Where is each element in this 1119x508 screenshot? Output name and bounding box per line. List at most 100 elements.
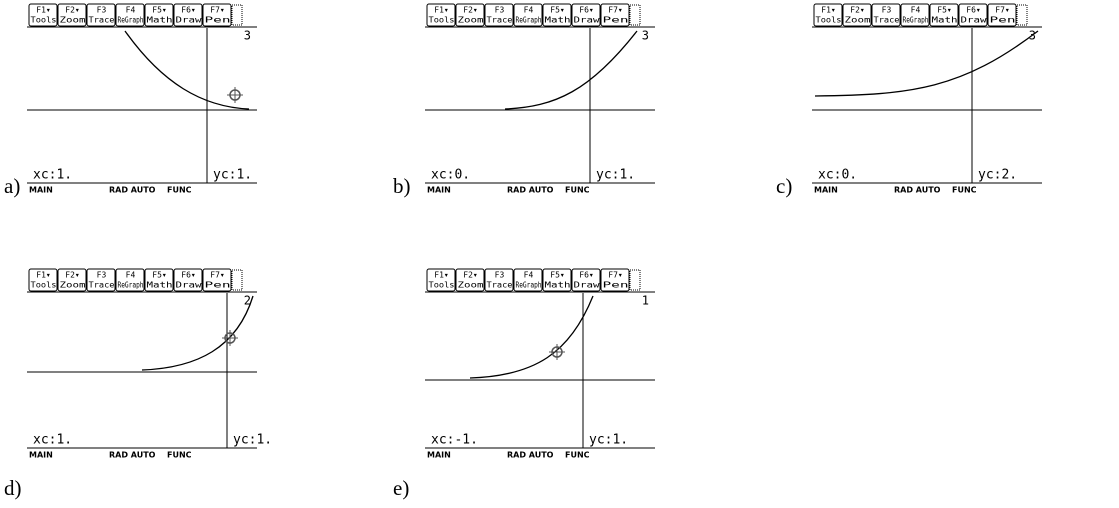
toolbar-label: Tools — [429, 281, 455, 290]
toolbar-label: Tools — [429, 16, 455, 25]
xc-readout: xc:1. — [33, 433, 72, 448]
status-text: FUNC — [167, 186, 192, 195]
toolbar-label: Zoom — [845, 16, 871, 25]
toolbar-label: ReGraph — [516, 16, 542, 25]
yc-readout: yc:1. — [213, 168, 252, 183]
toolbar-key: F1▾ — [36, 271, 50, 280]
toolbar-key: F6▾ — [181, 6, 195, 15]
toolbar-label: Tools — [31, 16, 57, 25]
toolbar-key: F5▾ — [152, 271, 166, 280]
status-text: FUNC — [565, 451, 590, 460]
panel-label: e) — [393, 476, 409, 500]
toolbar-key: F4 — [524, 271, 534, 280]
status-text: MAIN — [29, 186, 53, 195]
toolbar-key: F7▾ — [210, 271, 224, 280]
panel-label: b) — [393, 174, 411, 198]
toolbar-label: Math — [147, 281, 173, 290]
toolbar-label: Zoom — [458, 281, 484, 290]
status-text: RAD AUTO — [109, 186, 156, 195]
toolbar-key: F6▾ — [579, 271, 593, 280]
graph-number: 3 — [642, 29, 649, 43]
panel-label: a) — [4, 174, 20, 198]
yc-readout: yc:1. — [596, 168, 635, 183]
toolbar-key: F3 — [495, 271, 505, 280]
status-text: FUNC — [565, 186, 590, 195]
toolbar-label: Math — [147, 16, 173, 25]
toolbar-key: F3 — [495, 6, 505, 15]
toolbar-key: F6▾ — [181, 271, 195, 280]
toolbar-key: F2▾ — [850, 6, 864, 15]
status-text: FUNC — [167, 451, 192, 460]
toolbar-key: F3 — [882, 6, 892, 15]
toolbar-key: F4 — [911, 6, 921, 15]
toolbar-key: F5▾ — [550, 6, 564, 15]
toolbar-key: F7▾ — [608, 271, 622, 280]
xc-readout: xc:0. — [431, 168, 470, 183]
toolbar-label: Tools — [816, 16, 842, 25]
toolbar-label: ReGraph — [118, 281, 144, 290]
xc-readout: xc:-1. — [431, 433, 478, 448]
toolbar-label: ReGraph — [118, 16, 144, 25]
toolbar-label: ReGraph — [903, 16, 929, 25]
toolbar-key: F4 — [524, 6, 534, 15]
toolbar-key: F5▾ — [550, 271, 564, 280]
toolbar-label: Zoom — [458, 16, 484, 25]
yc-readout: yc:1. — [589, 433, 628, 448]
toolbar-key: F3 — [97, 6, 107, 15]
toolbar-key: F1▾ — [36, 6, 50, 15]
toolbar-label: Pen — [205, 16, 231, 25]
toolbar-label: Draw — [574, 281, 600, 290]
status-text: MAIN — [29, 451, 53, 460]
status-text: RAD AUTO — [507, 451, 554, 460]
toolbar-key: F4 — [126, 271, 136, 280]
toolbar-key: F5▾ — [152, 6, 166, 15]
toolbar-label: Zoom — [60, 281, 86, 290]
toolbar-label: Trace — [487, 16, 513, 25]
panel-label: c) — [776, 174, 792, 198]
xc-readout: xc:0. — [818, 168, 857, 183]
status-text: MAIN — [427, 186, 451, 195]
toolbar-key: F1▾ — [434, 6, 448, 15]
panel-label: d) — [4, 476, 22, 500]
calculator-screen: F1▾ToolsF2▾ZoomF3TraceF4ReGraphF5▾MathF6… — [425, 3, 655, 198]
toolbar-label: Pen — [205, 281, 231, 290]
status-text: FUNC — [952, 186, 977, 195]
toolbar-key: F1▾ — [434, 271, 448, 280]
toolbar-key: F2▾ — [463, 271, 477, 280]
xc-readout: xc:1. — [33, 168, 72, 183]
yc-readout: yc:1. — [233, 433, 272, 448]
toolbar-label: Trace — [487, 281, 513, 290]
toolbar-key: F6▾ — [966, 6, 980, 15]
toolbar-label: Trace — [89, 281, 115, 290]
toolbar-label: Math — [545, 16, 571, 25]
toolbar-label: Draw — [574, 16, 600, 25]
toolbar-key: F3 — [97, 271, 107, 280]
toolbar-label: ReGraph — [516, 281, 542, 290]
toolbar-label: Draw — [961, 16, 987, 25]
toolbar-label: Trace — [874, 16, 900, 25]
graph-number: 1 — [642, 294, 649, 308]
toolbar-key: F6▾ — [579, 6, 593, 15]
toolbar-label: Pen — [603, 16, 629, 25]
calculator-screen: F1▾ToolsF2▾ZoomF3TraceF4ReGraphF5▾MathF6… — [27, 3, 257, 198]
toolbar-key: F1▾ — [821, 6, 835, 15]
toolbar-label: Math — [545, 281, 571, 290]
toolbar-key: F7▾ — [608, 6, 622, 15]
status-text: RAD AUTO — [507, 186, 554, 195]
toolbar-label: Zoom — [60, 16, 86, 25]
toolbar-label: Tools — [31, 281, 57, 290]
screenshot-figure: a)F1▾ToolsF2▾ZoomF3TraceF4ReGraphF5▾Math… — [0, 0, 1119, 503]
toolbar-label: Pen — [990, 16, 1016, 25]
toolbar-label: Math — [932, 16, 958, 25]
toolbar-label: Trace — [89, 16, 115, 25]
toolbar-label: Draw — [176, 16, 202, 25]
graph-number: 3 — [244, 29, 251, 43]
status-text: MAIN — [427, 451, 451, 460]
toolbar-label: Pen — [603, 281, 629, 290]
toolbar-key: F2▾ — [65, 271, 79, 280]
status-text: MAIN — [814, 186, 838, 195]
toolbar-key: F5▾ — [937, 6, 951, 15]
status-text: RAD AUTO — [894, 186, 941, 195]
